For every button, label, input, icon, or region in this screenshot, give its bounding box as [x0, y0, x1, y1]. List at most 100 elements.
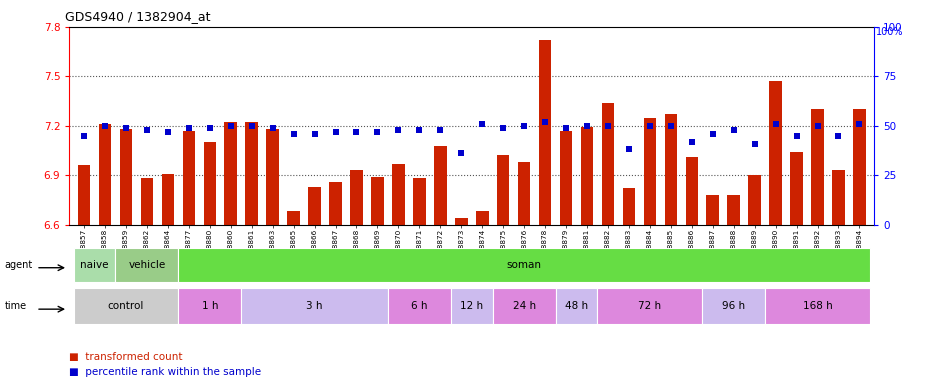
Bar: [644, 118, 656, 225]
Text: ■  percentile rank within the sample: ■ percentile rank within the sample: [69, 367, 262, 377]
Bar: [116, 248, 179, 282]
Bar: [748, 175, 761, 225]
Bar: [853, 109, 866, 225]
Bar: [685, 157, 698, 225]
Point: [706, 131, 721, 137]
Point: [412, 127, 426, 133]
Point: [810, 123, 825, 129]
Point: [203, 125, 217, 131]
Text: control: control: [108, 301, 144, 311]
Text: agent: agent: [5, 260, 33, 270]
Bar: [664, 114, 677, 225]
Point: [580, 123, 595, 129]
Bar: [581, 127, 593, 225]
Text: 24 h: 24 h: [512, 301, 536, 311]
Point: [286, 131, 301, 137]
Point: [160, 129, 175, 135]
Bar: [560, 131, 573, 225]
Bar: [832, 170, 845, 225]
Point: [391, 127, 406, 133]
Bar: [308, 187, 321, 225]
Bar: [450, 288, 493, 324]
Point: [517, 123, 532, 129]
Bar: [598, 288, 702, 324]
Text: 72 h: 72 h: [638, 301, 661, 311]
Bar: [601, 103, 614, 225]
Bar: [141, 179, 154, 225]
Point: [328, 129, 343, 135]
Text: 96 h: 96 h: [722, 301, 746, 311]
Bar: [74, 248, 116, 282]
Bar: [413, 179, 426, 225]
Point: [852, 121, 867, 127]
Point: [600, 123, 615, 129]
Text: 1 h: 1 h: [202, 301, 218, 311]
Bar: [623, 189, 635, 225]
Bar: [74, 288, 179, 324]
Point: [307, 131, 322, 137]
Point: [370, 129, 385, 135]
Bar: [162, 174, 174, 225]
Bar: [351, 170, 363, 225]
Point: [789, 132, 804, 139]
Point: [537, 119, 552, 125]
Bar: [392, 164, 404, 225]
Text: 168 h: 168 h: [803, 301, 832, 311]
Point: [454, 151, 469, 157]
Point: [140, 127, 154, 133]
Point: [118, 125, 133, 131]
Point: [244, 123, 259, 129]
Point: [98, 123, 113, 129]
Bar: [266, 129, 279, 225]
Point: [349, 129, 364, 135]
Bar: [179, 288, 241, 324]
Bar: [371, 177, 384, 225]
Bar: [99, 124, 111, 225]
Point: [747, 141, 762, 147]
Point: [769, 121, 783, 127]
Bar: [790, 152, 803, 225]
Point: [684, 139, 699, 145]
Text: ■  transformed count: ■ transformed count: [69, 352, 183, 362]
Bar: [727, 195, 740, 225]
Bar: [182, 131, 195, 225]
Bar: [78, 166, 91, 225]
Text: 3 h: 3 h: [306, 301, 323, 311]
Bar: [241, 288, 388, 324]
Text: GDS4940 / 1382904_at: GDS4940 / 1382904_at: [65, 10, 210, 23]
Bar: [518, 162, 530, 225]
Bar: [707, 195, 719, 225]
Bar: [765, 288, 869, 324]
Text: soman: soman: [507, 260, 542, 270]
Bar: [538, 40, 551, 225]
Text: vehicle: vehicle: [129, 260, 166, 270]
Bar: [288, 212, 300, 225]
Point: [265, 125, 280, 131]
Bar: [476, 212, 488, 225]
Point: [663, 123, 678, 129]
Bar: [434, 146, 447, 225]
Point: [726, 127, 741, 133]
Text: 100%: 100%: [876, 27, 904, 37]
Bar: [455, 218, 467, 225]
Point: [622, 146, 636, 152]
Point: [77, 132, 92, 139]
Point: [496, 125, 511, 131]
Bar: [245, 122, 258, 225]
Bar: [556, 288, 598, 324]
Bar: [493, 288, 556, 324]
Bar: [204, 142, 216, 225]
Text: 48 h: 48 h: [565, 301, 588, 311]
Point: [433, 127, 448, 133]
Text: time: time: [5, 301, 27, 311]
Text: naive: naive: [80, 260, 109, 270]
Point: [643, 123, 658, 129]
Bar: [497, 156, 510, 225]
Bar: [770, 81, 782, 225]
Point: [181, 125, 196, 131]
Bar: [225, 122, 237, 225]
Point: [223, 123, 238, 129]
Bar: [119, 129, 132, 225]
Bar: [811, 109, 824, 225]
Point: [559, 125, 574, 131]
